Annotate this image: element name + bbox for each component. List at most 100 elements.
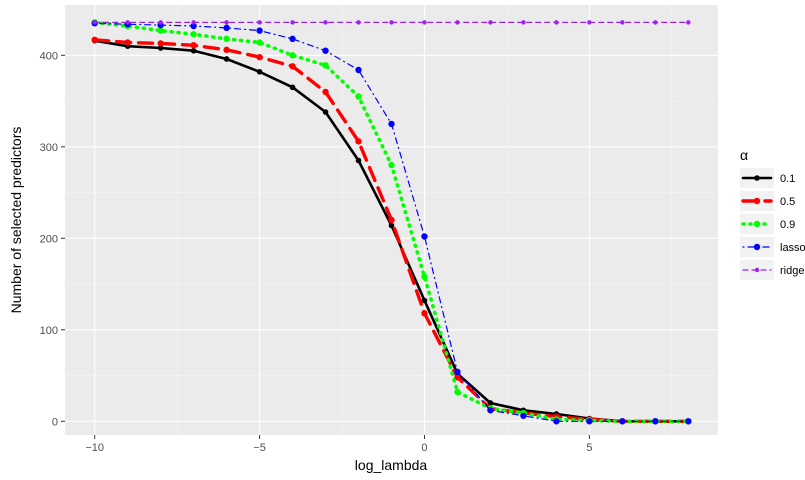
- series-ridge: [92, 20, 691, 25]
- data-point-0-1: [190, 47, 197, 54]
- y-tick-label: 100: [40, 325, 58, 337]
- x-axis-title: log_lambda: [355, 457, 428, 473]
- data-point-lasso: [586, 418, 593, 425]
- data-point-ridge: [653, 20, 658, 25]
- legend-marker-lasso: [753, 243, 761, 251]
- data-point-0-5: [190, 42, 197, 49]
- data-point-lasso: [223, 24, 230, 32]
- data-point-ridge: [389, 20, 394, 25]
- data-point-ridge: [257, 20, 262, 25]
- series-layer: [91, 19, 692, 425]
- data-point-lasso: [520, 412, 527, 419]
- legend-item-lasso: lasso: [740, 237, 805, 257]
- data-point-0-9: [157, 27, 164, 34]
- data-point-0-1: [388, 222, 395, 229]
- grid-minor: [65, 5, 718, 435]
- data-point-0-5: [322, 88, 329, 96]
- data-point-0-5: [454, 374, 461, 381]
- x-tick-label: 0: [421, 442, 427, 454]
- data-point-ridge: [158, 20, 163, 25]
- y-tick-label: 200: [40, 233, 58, 245]
- data-point-ridge: [521, 20, 526, 25]
- data-point-0-1: [289, 84, 296, 91]
- data-point-lasso: [619, 418, 626, 425]
- x-tick-label: −10: [85, 442, 104, 454]
- data-point-lasso: [553, 418, 560, 425]
- data-point-0-1: [355, 157, 362, 164]
- data-point-0-5: [289, 63, 296, 70]
- y-tick-label: 300: [40, 142, 58, 154]
- legend-label-0-1: 0.1: [780, 173, 795, 185]
- data-point-0-9: [454, 388, 461, 396]
- data-point-0-5: [157, 40, 164, 47]
- legend-marker-0-9: [753, 220, 761, 228]
- data-point-lasso: [256, 27, 263, 34]
- data-point-0-9: [322, 62, 329, 69]
- data-point-0-1: [421, 297, 428, 304]
- data-point-0-5: [124, 39, 131, 46]
- legend-label-0-9: 0.9: [780, 219, 795, 231]
- data-point-0-5: [91, 36, 98, 43]
- data-point-ridge: [686, 20, 691, 25]
- legend-marker-ridge: [754, 267, 760, 273]
- data-point-0-9: [355, 93, 362, 100]
- data-point-0-1: [157, 45, 164, 51]
- data-point-lasso: [190, 22, 197, 30]
- data-point-0-5: [223, 46, 230, 54]
- data-point-lasso: [355, 66, 362, 74]
- x-tick-label: 5: [586, 442, 592, 454]
- data-point-0-9: [256, 39, 263, 46]
- y-tick-label: 400: [40, 50, 58, 62]
- data-point-0-9: [388, 161, 395, 169]
- y-tick-label: 0: [52, 416, 58, 428]
- data-point-0-1: [223, 56, 230, 62]
- data-point-ridge: [224, 20, 229, 25]
- data-point-ridge: [92, 20, 97, 25]
- data-point-lasso: [652, 418, 659, 425]
- legend-item-0-9: 0.9: [740, 214, 795, 234]
- y-axis-title: Number of selected predictors: [8, 127, 24, 314]
- data-point-0-9: [190, 31, 197, 38]
- legend-label-0-5: 0.5: [780, 196, 795, 208]
- data-point-lasso: [289, 35, 296, 43]
- data-point-ridge: [323, 20, 328, 25]
- data-point-0-5: [355, 138, 362, 145]
- data-point-lasso: [685, 418, 692, 425]
- data-point-0-5: [388, 216, 395, 224]
- grid-major: [65, 5, 718, 435]
- legend-label-lasso: lasso: [780, 242, 805, 254]
- data-point-ridge: [356, 20, 361, 25]
- data-point-lasso: [421, 233, 428, 240]
- data-point-0-5: [421, 310, 428, 317]
- data-point-0-9: [223, 35, 230, 43]
- legend-item-ridge: ridge: [740, 260, 804, 280]
- data-point-ridge: [290, 20, 295, 25]
- data-point-0-1: [487, 400, 494, 406]
- legend-item-0-1: 0.1: [740, 168, 795, 188]
- data-point-ridge: [488, 20, 493, 25]
- data-point-0-5: [256, 53, 263, 61]
- legend-title: α: [740, 147, 748, 163]
- data-point-ridge: [620, 20, 625, 25]
- legend-marker-0-1: [754, 175, 760, 181]
- data-point-ridge: [422, 20, 427, 25]
- data-point-0-1: [256, 68, 263, 75]
- data-point-lasso: [322, 47, 329, 54]
- x-tick-label: −5: [253, 442, 266, 454]
- data-point-ridge: [125, 20, 130, 25]
- data-point-0-1: [322, 109, 329, 115]
- legend-label-ridge: ridge: [780, 265, 804, 277]
- data-point-ridge: [191, 20, 196, 25]
- data-point-ridge: [455, 20, 460, 25]
- legend-marker-0-5: [753, 197, 761, 205]
- legend: α 0.1 0.5 0.9 lasso ridge: [740, 147, 805, 280]
- legend-item-0-5: 0.5: [740, 191, 795, 211]
- data-point-0-9: [289, 52, 296, 59]
- data-point-lasso: [487, 407, 494, 414]
- data-point-lasso: [388, 120, 395, 128]
- data-point-lasso: [454, 368, 461, 376]
- data-point-0-9: [421, 273, 428, 280]
- data-point-ridge: [554, 20, 559, 25]
